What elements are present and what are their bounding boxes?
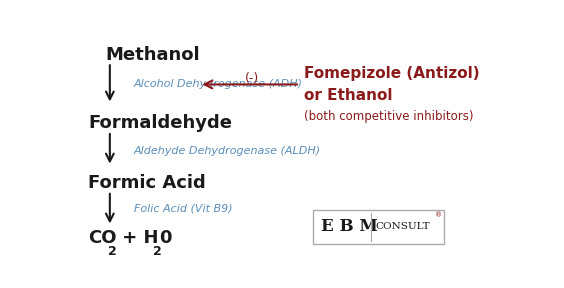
Text: 2: 2: [108, 245, 116, 258]
Text: Formic Acid: Formic Acid: [88, 174, 206, 192]
Text: Fomepizole (Antizol): Fomepizole (Antizol): [305, 66, 480, 81]
Text: + H: + H: [116, 229, 159, 247]
Text: (-): (-): [245, 72, 259, 86]
Text: Aldehyde Dehydrogenase (ALDH): Aldehyde Dehydrogenase (ALDH): [134, 146, 321, 156]
Text: ®: ®: [435, 212, 442, 218]
Text: Methanol: Methanol: [105, 46, 200, 64]
Text: or Ethanol: or Ethanol: [305, 88, 393, 103]
Text: (both competitive inhibitors): (both competitive inhibitors): [305, 110, 474, 123]
Bar: [313, 210, 444, 244]
Text: 0: 0: [159, 229, 171, 247]
Text: E B M: E B M: [321, 218, 378, 235]
Text: Alcohol Dehydrogenase (ADH): Alcohol Dehydrogenase (ADH): [134, 79, 303, 90]
Text: Folic Acid (Vit B9): Folic Acid (Vit B9): [134, 204, 232, 214]
Text: Formaldehyde: Formaldehyde: [88, 114, 232, 132]
Text: 2: 2: [153, 245, 161, 258]
Text: CONSULT: CONSULT: [375, 222, 430, 232]
Text: CO: CO: [88, 229, 117, 247]
